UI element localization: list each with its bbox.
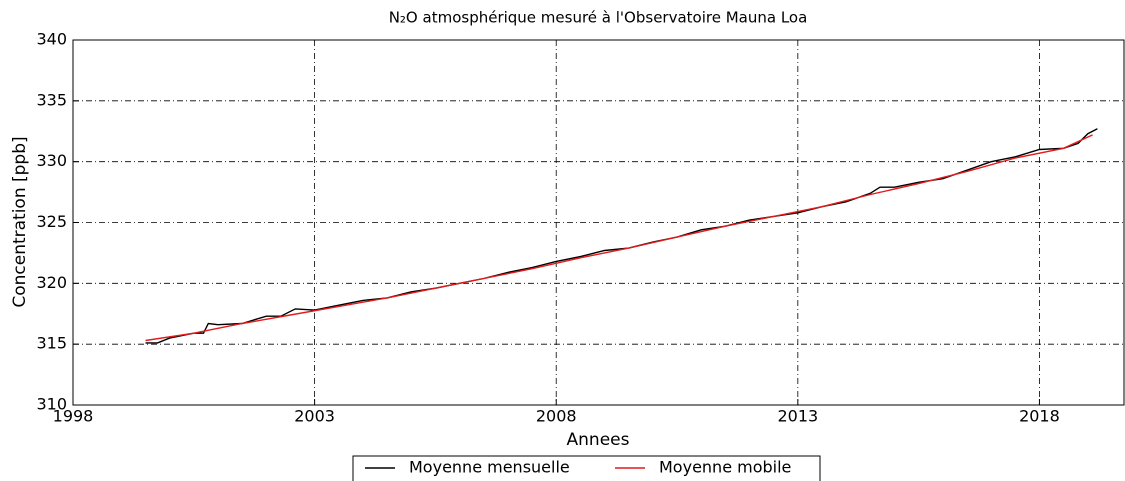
chart-title: N₂O atmosphérique mesuré à l'Observatoir…: [389, 9, 808, 27]
x-axis-label: Annees: [567, 430, 630, 450]
plot-frame: [72, 39, 1125, 406]
legend-box: [352, 455, 821, 481]
x-tick-label: 2008: [536, 407, 577, 426]
series-line: [145, 128, 1098, 344]
series-line: [145, 134, 1093, 342]
y-tick-label: 320: [36, 273, 67, 292]
legend-label: Moyenne mensuelle: [409, 458, 570, 477]
y-tick-label: 330: [36, 151, 67, 170]
x-tick-label: 2018: [1019, 407, 1060, 426]
y-tick-label: 315: [36, 334, 67, 353]
y-tick-label: 340: [36, 30, 67, 49]
y-tick-label: 325: [36, 212, 67, 231]
x-tick-label: 2003: [294, 407, 335, 426]
y-tick-label: 310: [36, 395, 67, 414]
legend-label: Moyenne mobile: [659, 458, 791, 477]
y-axis-label: Concentration [ppb]: [10, 136, 30, 307]
y-tick-label: 335: [36, 90, 67, 109]
x-tick-label: 1998: [53, 407, 94, 426]
x-tick-label: 2013: [777, 407, 818, 426]
